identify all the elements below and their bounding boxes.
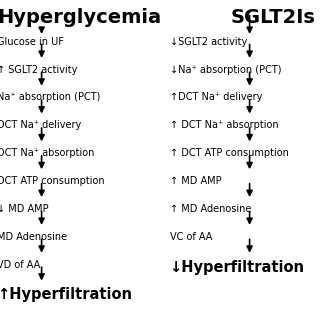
Text: ↓SGLT2 activity: ↓SGLT2 activity — [170, 37, 247, 47]
Text: ↓Hyperfiltration: ↓Hyperfiltration — [170, 260, 305, 275]
Text: ↓ MD AMP: ↓ MD AMP — [0, 204, 48, 214]
Text: ↑Hyperfiltration: ↑Hyperfiltration — [0, 287, 132, 302]
Text: DCT Na⁺ absorption: DCT Na⁺ absorption — [0, 148, 94, 158]
Text: ↑ DCT ATP consumption: ↑ DCT ATP consumption — [170, 148, 288, 158]
Text: Hyperglycemia: Hyperglycemia — [0, 8, 161, 27]
Text: Glucose in UF: Glucose in UF — [0, 37, 64, 47]
Text: VC of AA: VC of AA — [170, 232, 212, 242]
Text: ↑ MD AMP: ↑ MD AMP — [170, 176, 221, 186]
Text: VD of AA: VD of AA — [0, 260, 40, 269]
Text: ↓Na⁺ absorption (PCT): ↓Na⁺ absorption (PCT) — [170, 65, 281, 75]
Text: ↑ MD Adenosine: ↑ MD Adenosine — [170, 204, 251, 214]
Text: DCT Na⁺ delivery: DCT Na⁺ delivery — [0, 120, 81, 130]
Text: DCT ATP consumption: DCT ATP consumption — [0, 176, 104, 186]
Text: MD Adenosine: MD Adenosine — [0, 232, 67, 242]
Text: ↑ SGLT2 activity: ↑ SGLT2 activity — [0, 65, 77, 75]
Text: ↑DCT Na⁺ delivery: ↑DCT Na⁺ delivery — [170, 92, 262, 102]
Text: Na⁺ absorption (PCT): Na⁺ absorption (PCT) — [0, 92, 100, 102]
Text: ↑ DCT Na⁺ absorption: ↑ DCT Na⁺ absorption — [170, 120, 278, 130]
Text: SGLT2Is: SGLT2Is — [230, 8, 315, 27]
